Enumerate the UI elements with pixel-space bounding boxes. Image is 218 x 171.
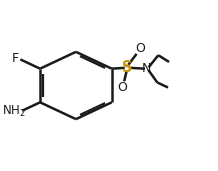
Text: S: S [122, 60, 133, 75]
Text: F: F [12, 52, 19, 65]
Text: NH$_2$: NH$_2$ [2, 104, 26, 119]
Text: O: O [118, 81, 128, 94]
Text: O: O [135, 42, 145, 55]
Text: N: N [142, 62, 152, 75]
